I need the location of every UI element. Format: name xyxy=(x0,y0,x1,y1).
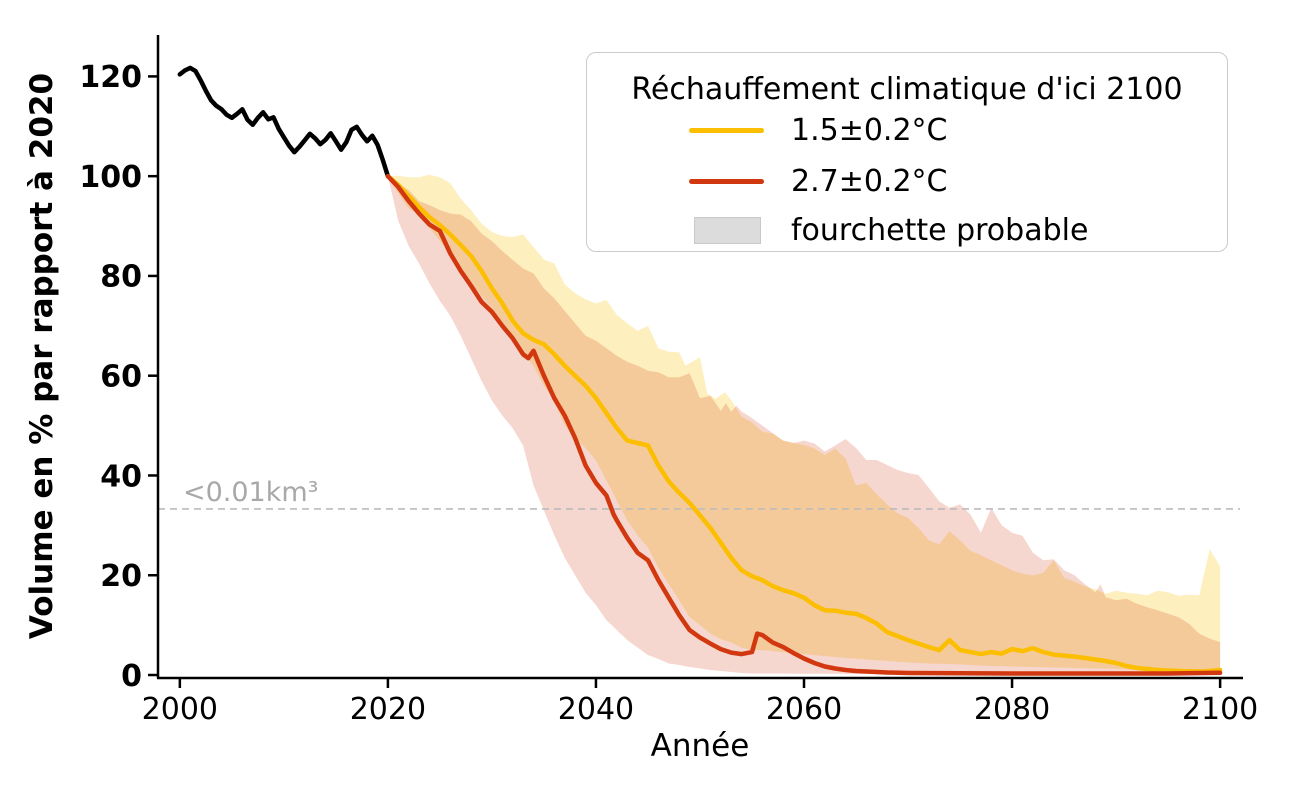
legend-item-1-5: 1.5±0.2°C xyxy=(587,113,1227,149)
legend-label-range: fourchette probable xyxy=(791,213,1089,248)
legend-label-1-5: 1.5±0.2°C xyxy=(791,113,948,148)
x-tick-label: 2100 xyxy=(1182,692,1258,727)
legend-title: Réchauffement climatique d'ici 2100 xyxy=(631,72,1183,107)
legend-item-range: fourchette probable xyxy=(587,213,1227,249)
y-tick-label: 120 xyxy=(79,60,142,95)
x-tick-label: 2020 xyxy=(350,692,426,727)
x-tick-label: 2060 xyxy=(766,692,842,727)
y-tick-label: 0 xyxy=(121,659,142,694)
series-line-2 xyxy=(385,173,1223,676)
x-axis-label: Année xyxy=(650,728,750,764)
legend-swatch-range-patch xyxy=(694,217,761,244)
series-line-1 xyxy=(385,173,1223,674)
x-tick-label: 2040 xyxy=(558,692,634,727)
x-tick-label: 2080 xyxy=(974,692,1050,727)
series-line-0 xyxy=(177,65,391,179)
y-tick-label: 80 xyxy=(100,260,142,295)
legend-item-2-7: 2.7±0.2°C xyxy=(587,164,1227,200)
band-0 xyxy=(387,174,1221,672)
band-1 xyxy=(387,176,1221,674)
legend-box: Réchauffement climatique d'ici 2100 1.5±… xyxy=(586,52,1228,252)
legend-label-2-7: 2.7±0.2°C xyxy=(791,164,948,199)
legend-swatch-1-5-line xyxy=(689,128,764,133)
y-tick-label: 40 xyxy=(100,459,142,494)
y-tick-label: 20 xyxy=(100,559,142,594)
y-tick-label: 60 xyxy=(100,360,142,395)
x-tick-label: 2000 xyxy=(142,692,218,727)
y-axis-label: Volume en % par rapport à 2020 xyxy=(24,72,60,640)
y-tick-label: 100 xyxy=(79,160,142,195)
legend-swatch-2-7-line xyxy=(689,179,764,184)
threshold-annotation: <0.01km³ xyxy=(183,477,319,508)
